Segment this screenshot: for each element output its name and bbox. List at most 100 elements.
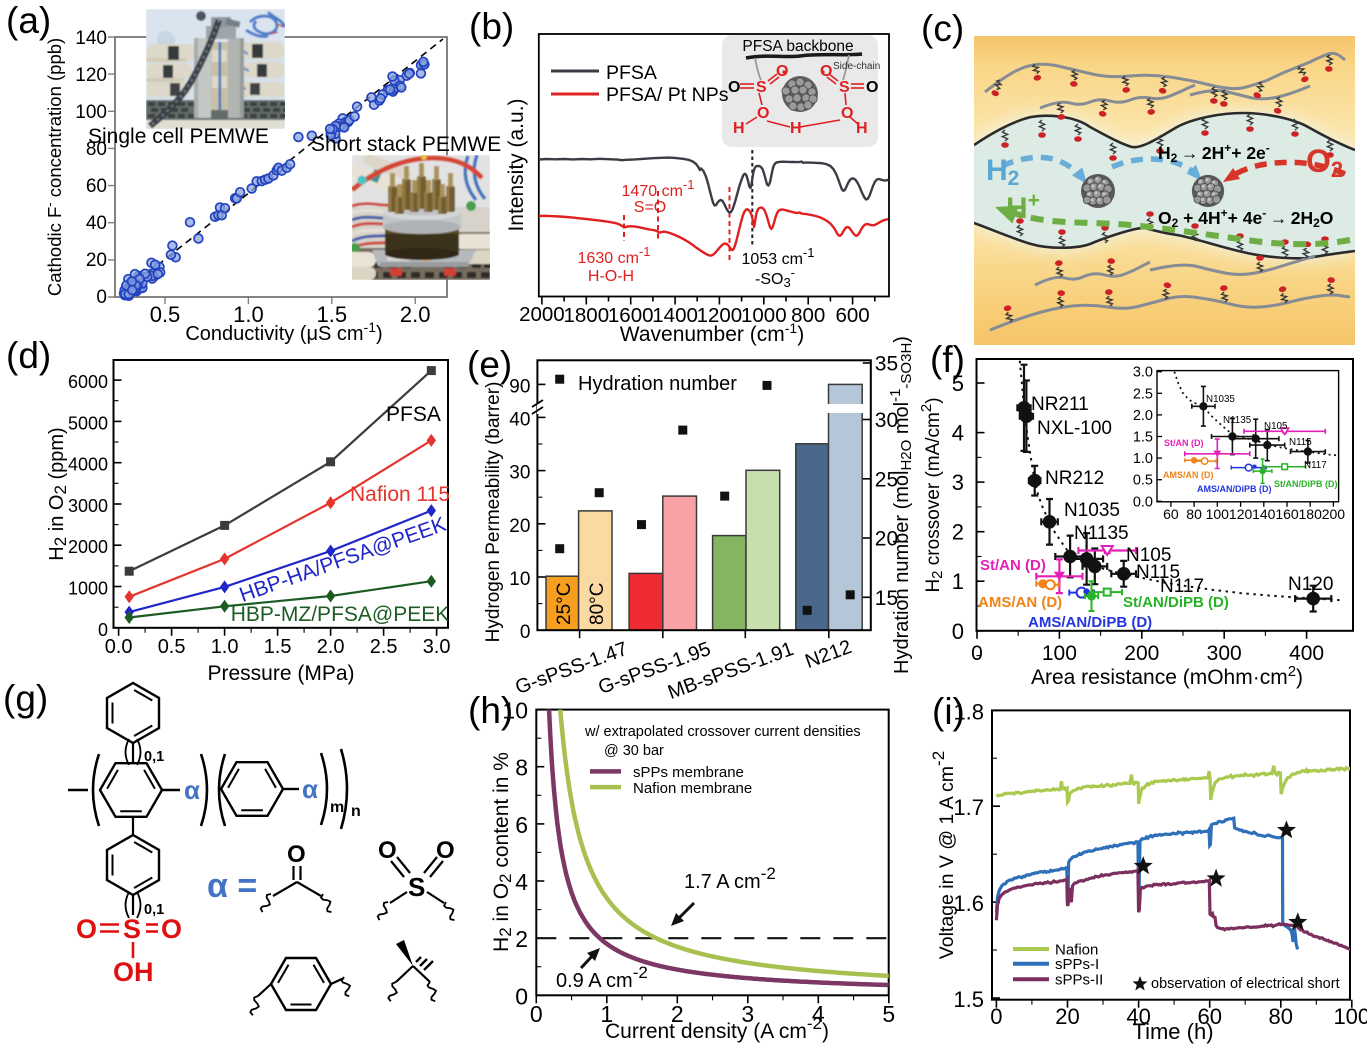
- svg-text:S: S: [839, 79, 850, 96]
- svg-text:40: 40: [1126, 1004, 1150, 1029]
- svg-text:O: O: [76, 914, 97, 944]
- svg-text:5: 5: [882, 1001, 895, 1027]
- svg-text:0: 0: [520, 622, 531, 643]
- svg-text:N120: N120: [1288, 574, 1333, 595]
- svg-text:Single cell PEMWE: Single cell PEMWE: [88, 125, 269, 148]
- svg-text:Short stack PEMWE: Short stack PEMWE: [311, 133, 501, 156]
- svg-text:1.8: 1.8: [953, 699, 984, 724]
- svg-text:Hydration number: Hydration number: [578, 373, 737, 395]
- svg-text:4000: 4000: [68, 455, 108, 475]
- svg-text:1.5: 1.5: [264, 636, 292, 658]
- svg-text:N1035: N1035: [1064, 500, 1120, 521]
- svg-text:S: S: [123, 914, 141, 944]
- svg-text:1.0: 1.0: [211, 636, 239, 658]
- svg-text:0.5: 0.5: [1133, 473, 1153, 489]
- svg-text:1400: 1400: [652, 304, 698, 327]
- svg-text:S: S: [756, 79, 767, 96]
- svg-text:2: 2: [952, 520, 964, 545]
- svg-text:H: H: [733, 120, 745, 137]
- svg-text:Pressure (MPa): Pressure (MPa): [207, 662, 354, 685]
- svg-text:N105: N105: [1126, 545, 1171, 566]
- svg-text:80: 80: [1269, 1004, 1293, 1029]
- svg-text:1.7: 1.7: [953, 795, 984, 820]
- svg-text:S=O: S=O: [634, 199, 666, 216]
- svg-text:O2 + 4H++ 4e- → 2H2O: O2 + 4H++ 4e- → 2H2O: [1158, 206, 1333, 230]
- svg-text:NR212: NR212: [1045, 468, 1104, 489]
- svg-text:N1035: N1035: [1206, 394, 1235, 405]
- svg-text:n: n: [351, 803, 361, 820]
- svg-text:0.5: 0.5: [150, 302, 181, 327]
- svg-text:(g): (g): [3, 678, 48, 719]
- svg-text:2.0: 2.0: [1133, 408, 1153, 424]
- svg-text:35: 35: [875, 353, 898, 376]
- svg-text:PFSA/ Pt NPs: PFSA/ Pt NPs: [606, 84, 729, 106]
- svg-text:PFSA: PFSA: [386, 403, 441, 426]
- svg-text:H2 → 2H++ 2e-: H2 → 2H++ 2e-: [1158, 141, 1270, 165]
- svg-text:4: 4: [952, 421, 964, 446]
- svg-text:0,1: 0,1: [144, 749, 164, 765]
- svg-text:1.0: 1.0: [233, 302, 264, 327]
- svg-text:N115: N115: [1289, 437, 1312, 448]
- svg-text:2.0: 2.0: [400, 302, 431, 327]
- svg-text:2000: 2000: [68, 537, 108, 557]
- svg-text:NXL-100: NXL-100: [1037, 418, 1112, 439]
- svg-text:30: 30: [875, 409, 898, 432]
- svg-text:0: 0: [952, 619, 964, 644]
- svg-text:(f): (f): [930, 339, 965, 380]
- svg-text:1.5: 1.5: [1133, 430, 1153, 446]
- svg-text:10: 10: [502, 698, 528, 724]
- svg-text:0.0: 0.0: [1133, 494, 1153, 510]
- svg-text:O: O: [728, 79, 740, 96]
- svg-text:Current density (A cm-2): Current density (A cm-2): [605, 1014, 829, 1044]
- svg-text:600: 600: [835, 304, 869, 327]
- svg-text:H2 crossover (mA/cm2): H2 crossover (mA/cm2): [918, 397, 947, 592]
- svg-text:(d): (d): [6, 335, 51, 376]
- svg-text:O: O: [161, 914, 182, 944]
- svg-text:25: 25: [875, 468, 898, 491]
- svg-text:w/ extrapolated crossover curr: w/ extrapolated crossover current densit…: [584, 724, 861, 740]
- svg-text:H: H: [856, 120, 868, 137]
- svg-text:AMS/AN (D): AMS/AN (D): [978, 594, 1062, 611]
- svg-text:Wavenumber (cm-1): Wavenumber (cm-1): [620, 320, 804, 346]
- svg-text:1.5: 1.5: [317, 302, 348, 327]
- svg-text:N1135: N1135: [1223, 415, 1252, 426]
- svg-text:(e): (e): [467, 344, 512, 385]
- svg-text:100: 100: [75, 102, 107, 123]
- svg-text:0.5: 0.5: [158, 636, 186, 658]
- svg-text:@ 30 bar: @ 30 bar: [604, 743, 664, 759]
- svg-text:0: 0: [515, 983, 528, 1009]
- svg-text:Nafion membrane: Nafion membrane: [633, 780, 752, 797]
- svg-text:30: 30: [509, 463, 530, 484]
- svg-text:800: 800: [791, 304, 825, 327]
- svg-text:(a): (a): [6, 0, 51, 41]
- svg-text:0.9 A cm-2: 0.9 A cm-2: [556, 963, 648, 993]
- svg-text:Side-chain: Side-chain: [833, 61, 880, 72]
- svg-text:O: O: [820, 63, 832, 80]
- svg-text:5: 5: [952, 371, 964, 396]
- svg-text:St/AN (D): St/AN (D): [980, 557, 1046, 574]
- svg-text:15: 15: [875, 587, 898, 610]
- svg-text:1200: 1200: [697, 304, 743, 327]
- svg-text:3: 3: [952, 470, 964, 495]
- svg-text:PFSA backbone: PFSA backbone: [742, 38, 853, 55]
- svg-text:AMS/AN (D): AMS/AN (D): [1163, 470, 1214, 480]
- svg-text:sPPs membrane: sPPs membrane: [633, 764, 744, 781]
- svg-text:O: O: [287, 841, 306, 868]
- svg-text:25°C: 25°C: [554, 583, 575, 625]
- svg-text:1.0: 1.0: [1133, 451, 1153, 467]
- svg-text:80: 80: [1186, 506, 1202, 522]
- svg-text:sPPs-I: sPPs-I: [1055, 956, 1099, 973]
- svg-text:observation of electrical shor: observation of electrical short: [1151, 976, 1340, 992]
- svg-text:Intensity (a.u.): Intensity (a.u.): [505, 98, 528, 231]
- svg-text:140: 140: [75, 28, 107, 49]
- svg-text:2.5: 2.5: [370, 636, 398, 658]
- svg-text:0: 0: [530, 1001, 543, 1027]
- svg-text:m: m: [330, 799, 344, 816]
- svg-text:60: 60: [1197, 1004, 1221, 1029]
- svg-text:N117: N117: [1160, 576, 1204, 597]
- svg-text:O: O: [841, 105, 853, 122]
- svg-text:(h): (h): [468, 690, 513, 731]
- svg-text:1053 cm-1: 1053 cm-1: [742, 245, 815, 269]
- svg-text:180: 180: [1299, 506, 1323, 522]
- svg-text:1.7 A cm-2: 1.7 A cm-2: [684, 864, 776, 894]
